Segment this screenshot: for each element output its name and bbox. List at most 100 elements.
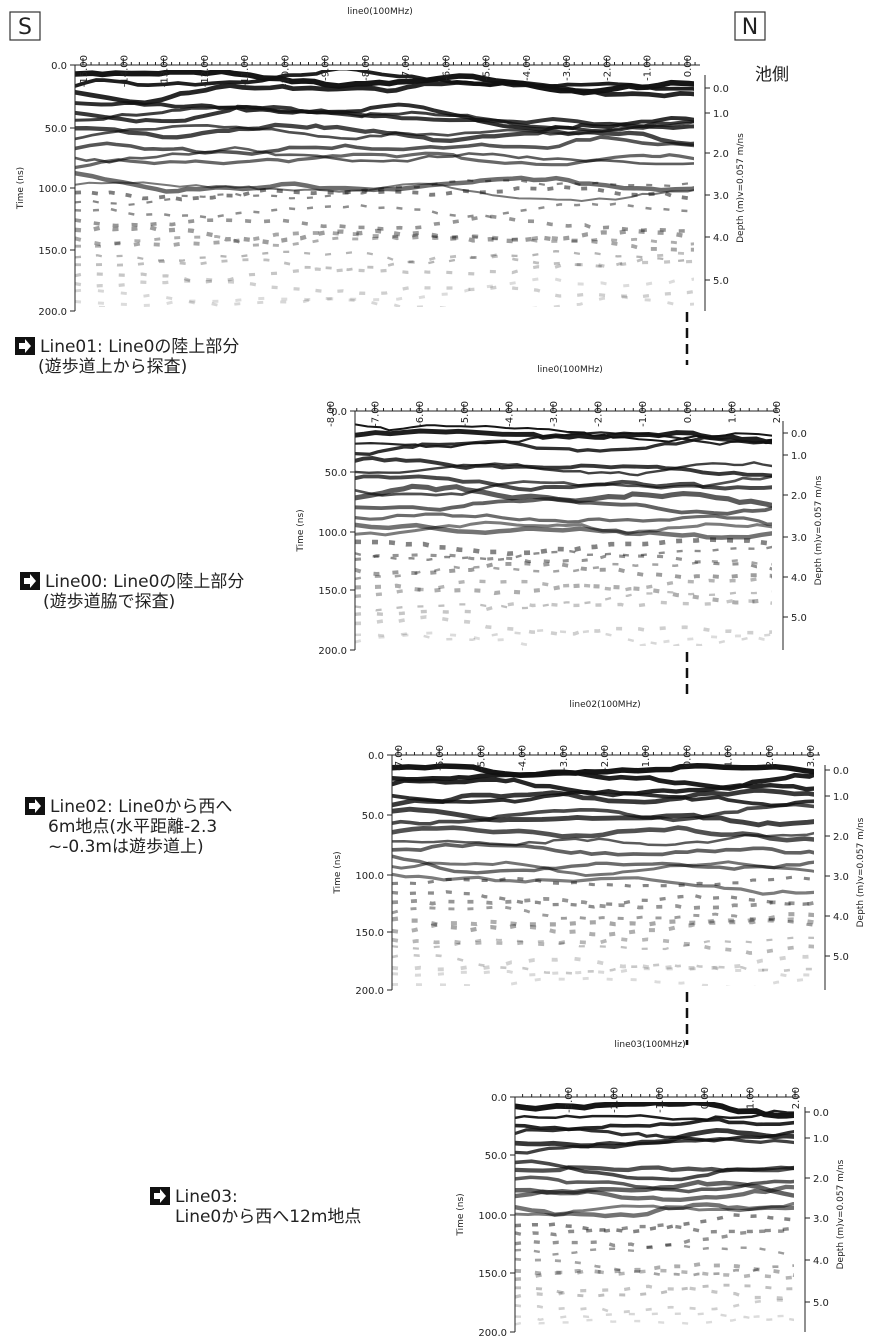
time-tick-label: 50.0: [362, 811, 384, 822]
x-tick-label: -3.00: [559, 745, 570, 771]
depth-tick-label: 1.0: [833, 792, 849, 803]
x-tick-label: -6.00: [435, 745, 446, 771]
reflector: [75, 279, 706, 296]
x-tick-label: -1.00: [641, 745, 652, 771]
panel-title: line03(100MHz): [614, 1040, 685, 1050]
time-axis-label: Time (ns): [296, 509, 306, 552]
reflector: [355, 438, 778, 455]
depth-axis-label: Depth (m)v=0.057 m/ns: [814, 475, 824, 585]
x-tick-label: 2.00: [791, 1087, 802, 1109]
depth-tick-label: 1.0: [713, 109, 729, 120]
x-tick-label: 0.00: [683, 55, 694, 77]
pond-side-label: 池側: [755, 65, 789, 85]
time-tick-label: 0.0: [368, 751, 384, 762]
x-tick-label: -6.00: [441, 55, 452, 81]
depth-axis-label: Depth (m)v=0.057 m/ns: [856, 817, 866, 927]
x-tick-label: 0.00: [682, 745, 693, 767]
x-tick-label: -1.00: [643, 55, 654, 81]
x-tick-label: -14.00: [119, 55, 130, 87]
time-tick-label: 0.0: [51, 61, 67, 72]
depth-tick-label: 1.0: [791, 451, 807, 462]
south-label: S: [18, 15, 32, 40]
depth-tick-label: 0.0: [713, 84, 729, 95]
x-tick-label: -5.00: [460, 401, 471, 427]
reflector: [75, 277, 707, 306]
depth-tick-label: 5.0: [791, 613, 807, 624]
time-tick-label: 200.0: [318, 646, 347, 657]
caption-line: 6m地点(水平距離-2.3: [48, 817, 217, 837]
caption-line: (遊歩道脇で探査): [43, 592, 175, 612]
radargram: [75, 68, 716, 336]
depth-tick-label: 2.0: [791, 491, 807, 502]
time-tick-label: 200.0: [355, 986, 384, 997]
reflector: [75, 253, 704, 270]
depth-axis-label: Depth (m)v=0.057 m/ns: [736, 133, 746, 243]
depth-tick-label: 2.0: [713, 149, 729, 160]
x-tick-label: 3.00: [806, 745, 817, 767]
x-tick-label: -2.00: [602, 55, 613, 81]
x-tick-label: -2.00: [609, 1087, 620, 1113]
reflector: [515, 1300, 805, 1312]
reflector: [355, 563, 781, 577]
x-tick-label: -2.00: [600, 745, 611, 771]
reflector: [355, 546, 788, 560]
x-tick-label: 2.00: [772, 401, 783, 423]
caption-line: Line03:: [175, 1187, 238, 1207]
reflector: [75, 251, 707, 263]
depth-tick-label: 5.0: [813, 1298, 829, 1309]
x-tick-label: -4.00: [518, 745, 529, 771]
time-tick-label: 0.0: [491, 1093, 507, 1104]
x-tick-label: 0.00: [700, 1087, 711, 1109]
panel-title: line0(100MHz): [537, 365, 602, 375]
reflector: [392, 978, 825, 989]
reflector: [355, 630, 786, 646]
x-tick-label: 1.00: [727, 401, 738, 423]
caption-line: Line01: Line0の陸上部分: [40, 337, 239, 357]
time-tick-label: 200.0: [38, 307, 67, 318]
x-tick-label: -3.00: [549, 401, 560, 427]
reflector: [392, 938, 832, 949]
depth-tick-label: 3.0: [713, 191, 729, 202]
time-axis-label: Time (ns): [456, 1193, 466, 1236]
depth-tick-label: 0.0: [813, 1108, 829, 1119]
panel-title: line0(100MHz): [347, 7, 412, 17]
depth-tick-label: 4.0: [833, 912, 849, 923]
caption-line: Line00: Line0の陸上部分: [45, 572, 244, 592]
x-tick-label: -6.00: [415, 401, 426, 427]
x-tick-label: -12.00: [200, 55, 211, 87]
x-tick-label: -3.00: [562, 55, 573, 81]
depth-tick-label: 4.0: [813, 1256, 829, 1267]
caption-line: Line0から西へ12m地点: [175, 1207, 361, 1227]
reflector: [392, 828, 827, 841]
reflector: [355, 514, 779, 524]
reflector: [355, 601, 789, 615]
reflector: [355, 577, 790, 596]
caption-line: Line02: Line0から西へ: [50, 797, 232, 817]
radargram: [355, 424, 796, 651]
x-tick-label: -7.00: [394, 745, 405, 771]
depth-tick-label: 3.0: [791, 533, 807, 544]
depth-tick-label: 5.0: [713, 276, 729, 287]
x-tick-label: 0.00: [683, 401, 694, 423]
depth-tick-label: 3.0: [813, 1214, 829, 1225]
radargram: [515, 1102, 815, 1324]
reflector: [75, 173, 709, 191]
reflector: [355, 591, 788, 610]
time-tick-label: 100.0: [478, 1211, 507, 1222]
depth-tick-label: 5.0: [833, 952, 849, 963]
time-tick-label: 150.0: [355, 928, 384, 939]
radargram: [392, 766, 837, 989]
x-tick-label: -8.00: [361, 55, 372, 81]
caption-line: ~-0.3mは遊歩道上): [48, 837, 204, 857]
time-tick-label: 50.0: [45, 124, 67, 135]
depth-tick-label: 2.0: [813, 1174, 829, 1185]
reflector: [75, 137, 711, 154]
reflector: [515, 1316, 802, 1325]
x-tick-label: -4.00: [504, 401, 515, 427]
time-tick-label: 150.0: [478, 1269, 507, 1280]
reflector: [515, 1130, 810, 1146]
x-tick-label: -3.00: [564, 1087, 575, 1113]
x-tick-label: 1.00: [746, 1087, 757, 1109]
x-tick-label: -4.00: [522, 55, 533, 81]
reflector: [75, 233, 702, 250]
